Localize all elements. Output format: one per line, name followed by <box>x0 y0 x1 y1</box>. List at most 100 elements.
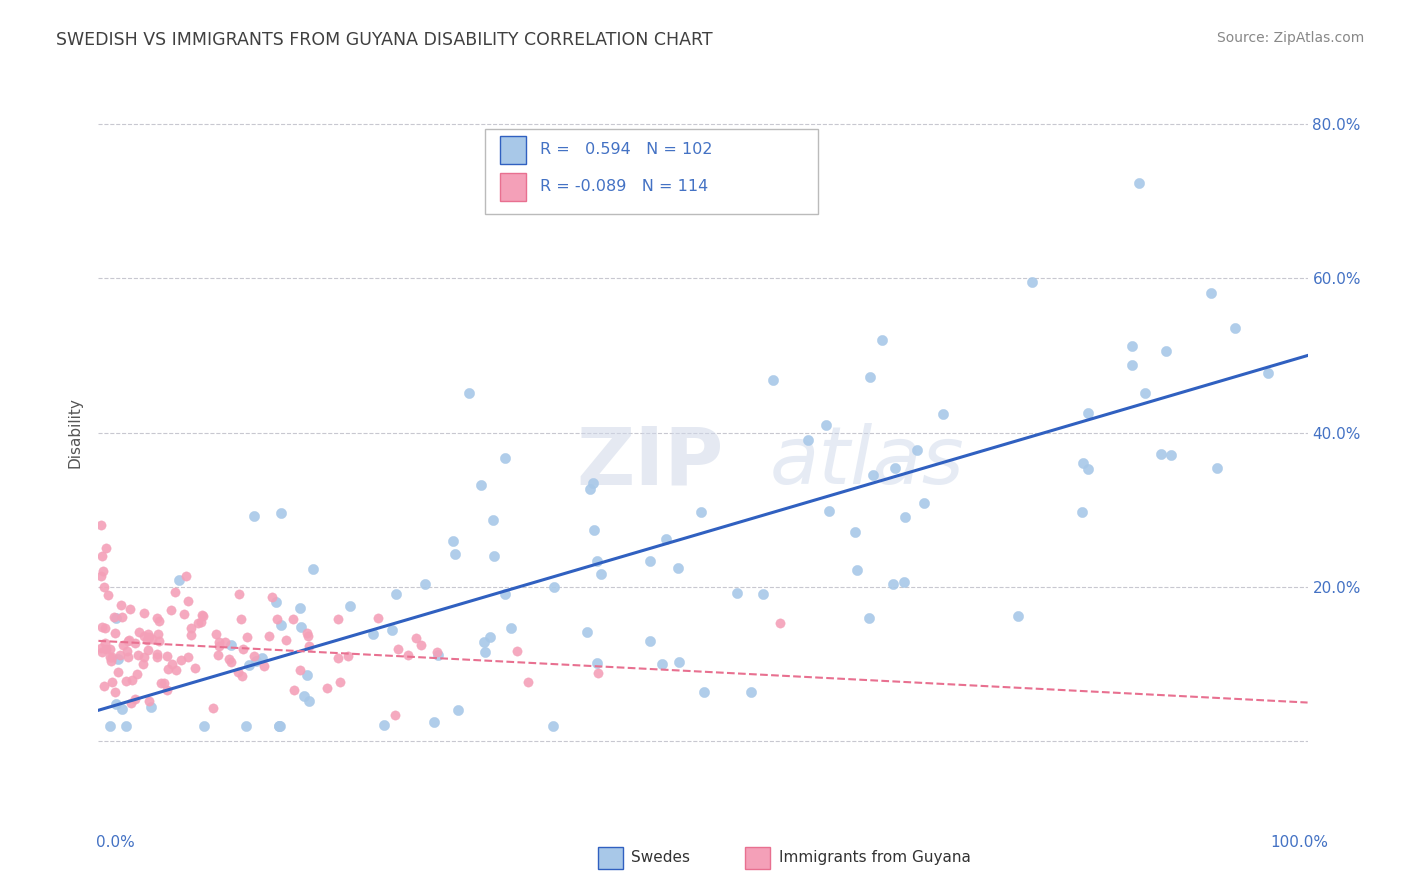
Point <box>228 587 250 601</box>
Point <box>494 586 516 600</box>
Point <box>146 647 169 661</box>
Point <box>98 650 121 665</box>
Point <box>156 682 179 697</box>
Point <box>115 673 138 688</box>
Point <box>586 554 609 568</box>
Point <box>582 523 605 537</box>
Point <box>290 620 312 634</box>
Text: Source: ZipAtlas.com: Source: ZipAtlas.com <box>1216 31 1364 45</box>
Point <box>870 334 893 348</box>
Point <box>207 648 229 662</box>
Point <box>91 565 114 579</box>
Point <box>148 633 170 648</box>
Point <box>690 505 713 519</box>
Point <box>814 418 837 433</box>
Point <box>298 694 321 708</box>
Point <box>472 635 495 649</box>
Point <box>94 636 117 650</box>
Point <box>274 632 297 647</box>
Point <box>138 693 160 707</box>
Point <box>270 506 292 520</box>
Point <box>337 649 360 664</box>
Point <box>585 656 607 670</box>
Point <box>387 641 409 656</box>
Point <box>148 615 170 629</box>
Point <box>146 611 169 625</box>
Point <box>396 648 419 663</box>
Point <box>1223 321 1246 335</box>
Point <box>110 648 132 662</box>
Point <box>124 636 146 650</box>
Point <box>90 569 112 583</box>
Point <box>91 620 114 634</box>
Point <box>229 612 252 626</box>
Point <box>269 719 291 733</box>
Point <box>1150 447 1173 461</box>
Point <box>245 654 267 668</box>
Point <box>405 631 427 645</box>
Point <box>98 719 121 733</box>
Point <box>882 576 904 591</box>
Point <box>506 643 529 657</box>
Point <box>127 648 149 662</box>
Point <box>159 603 181 617</box>
Point <box>443 547 465 561</box>
Point <box>1257 367 1279 381</box>
Point <box>361 627 384 641</box>
Point <box>232 641 254 656</box>
Point <box>858 610 880 624</box>
Point <box>191 608 214 623</box>
Text: 100.0%: 100.0% <box>1271 836 1329 850</box>
Point <box>93 580 115 594</box>
Point <box>120 602 142 616</box>
Point <box>136 627 159 641</box>
Point <box>474 645 496 659</box>
Point <box>288 601 311 615</box>
Point <box>517 675 540 690</box>
Point <box>894 509 917 524</box>
Point <box>292 690 315 704</box>
Point <box>91 645 114 659</box>
Point <box>167 574 190 588</box>
Point <box>110 702 132 716</box>
Point <box>93 680 115 694</box>
Point <box>411 638 433 652</box>
Point <box>740 685 762 699</box>
FancyBboxPatch shape <box>485 129 818 214</box>
Point <box>104 611 127 625</box>
Point <box>859 370 882 384</box>
Point <box>260 591 283 605</box>
Point <box>423 714 446 729</box>
Point <box>141 700 163 714</box>
Point <box>110 598 132 612</box>
Point <box>1007 609 1029 624</box>
Point <box>769 616 792 631</box>
Point <box>156 662 179 676</box>
Point <box>103 685 125 699</box>
Point <box>543 580 565 594</box>
Point <box>136 643 159 657</box>
Point <box>651 657 673 671</box>
Point <box>761 372 783 386</box>
Point <box>132 606 155 620</box>
Point <box>932 407 955 421</box>
Point <box>1199 285 1222 300</box>
Text: R = -0.089   N = 114: R = -0.089 N = 114 <box>540 179 709 194</box>
Point <box>118 632 141 647</box>
Point <box>107 665 129 679</box>
Point <box>121 673 143 687</box>
Point <box>654 532 676 546</box>
Text: Swedes: Swedes <box>631 850 690 864</box>
Point <box>426 648 449 662</box>
Point <box>426 645 449 659</box>
Point <box>176 649 198 664</box>
Point <box>1128 176 1150 190</box>
Point <box>202 701 225 715</box>
Point <box>115 719 138 733</box>
Point <box>269 719 291 733</box>
Point <box>174 569 197 583</box>
Point <box>367 610 389 624</box>
Point <box>207 639 229 653</box>
Point <box>253 659 276 673</box>
Point <box>111 610 134 624</box>
